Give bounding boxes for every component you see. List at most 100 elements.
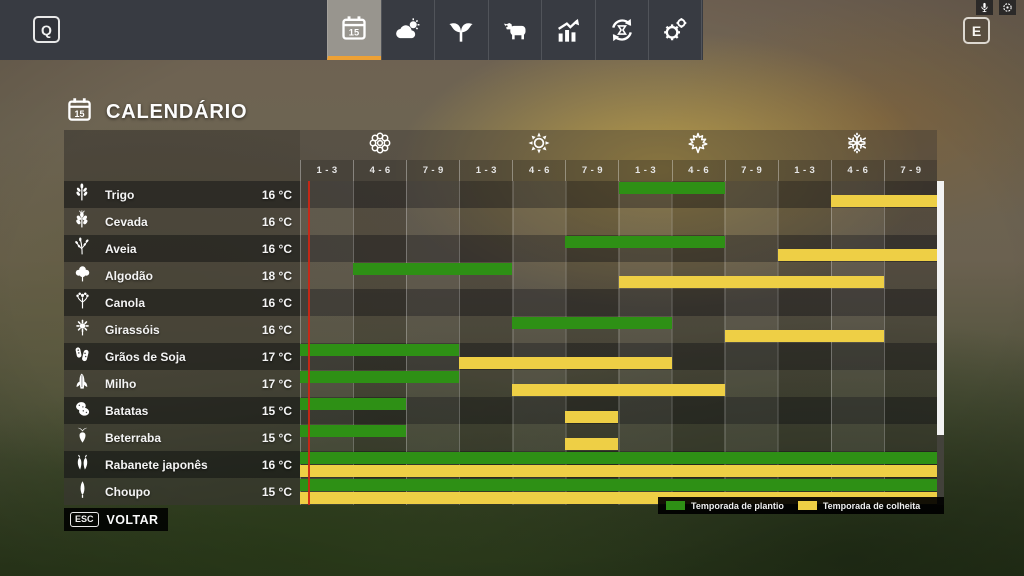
crop-name: Rabanete japonês xyxy=(105,457,208,472)
crop-temperature: 16 °C xyxy=(261,457,292,472)
harvest-season-bar xyxy=(565,438,619,450)
cotton-icon xyxy=(73,263,92,289)
crop-row-grãos-de-soja[interactable]: Grãos de Soja 17 °C xyxy=(64,343,944,370)
status-icons xyxy=(976,0,1016,15)
planting-season-bar xyxy=(618,182,725,194)
planting-season-bar xyxy=(353,263,513,275)
season-autumn xyxy=(619,130,778,160)
crop-name: Aveia xyxy=(105,241,137,256)
crop-period-track xyxy=(300,370,937,397)
scrollbar-thumb[interactable] xyxy=(937,181,944,435)
svg-text:15: 15 xyxy=(74,109,84,119)
crop-row-algodão[interactable]: Algodão 18 °C xyxy=(64,262,944,289)
back-button[interactable]: ESC VOLTAR xyxy=(64,508,169,531)
crop-name: Milho xyxy=(105,376,137,391)
period-label: 1 - 3 xyxy=(777,160,831,181)
crop-period-track xyxy=(300,343,937,370)
tab-animals[interactable] xyxy=(487,0,542,60)
planting-season-bar xyxy=(300,344,460,356)
crop-row-milho[interactable]: Milho 17 °C xyxy=(64,370,944,397)
period-label: 1 - 3 xyxy=(300,160,353,181)
crop-label: Choupo 15 °C xyxy=(64,478,300,505)
esc-key: ESC xyxy=(70,512,99,527)
svg-text:15: 15 xyxy=(349,28,359,38)
crop-label: Rabanete japonês 16 °C xyxy=(64,451,300,478)
crop-temperature: 16 °C xyxy=(261,187,292,202)
crop-row-rabanete-japonês[interactable]: Rabanete japonês 16 °C xyxy=(64,451,944,478)
crop-label: Trigo 16 °C xyxy=(64,181,300,208)
weather-icon xyxy=(394,16,422,44)
crop-period-track xyxy=(300,397,937,424)
hotkey-e[interactable]: E xyxy=(963,17,990,44)
period-label: 7 - 9 xyxy=(883,160,937,181)
crop-name: Cevada xyxy=(105,214,148,229)
corn-icon xyxy=(73,371,92,397)
crop-period-track xyxy=(300,262,937,289)
harvest-season-bar xyxy=(830,195,937,207)
tab-calendar[interactable]: 15 xyxy=(327,0,381,60)
tab-finances[interactable] xyxy=(541,0,595,60)
crop-row-canola[interactable]: Canola 16 °C xyxy=(64,289,944,316)
season-header xyxy=(300,130,937,160)
harvest-season-bar xyxy=(512,384,725,396)
crop-row-aveia[interactable]: Aveia 16 °C xyxy=(64,235,944,262)
crop-label: Aveia 16 °C xyxy=(64,235,300,262)
crop-period-track xyxy=(300,316,937,343)
crop-label: Algodão 18 °C xyxy=(64,262,300,289)
crop-label: Canola 16 °C xyxy=(64,289,300,316)
season-summer xyxy=(459,130,618,160)
crop-label: Girassóis 16 °C xyxy=(64,316,300,343)
crop-name: Trigo xyxy=(105,187,135,202)
period-label: 4 - 6 xyxy=(671,160,725,181)
crop-name: Beterraba xyxy=(105,430,162,445)
oat-icon xyxy=(73,236,92,262)
tab-weather[interactable] xyxy=(380,0,435,60)
planting-season-bar xyxy=(300,398,407,410)
crop-period-track xyxy=(300,289,937,316)
planting-season-bar xyxy=(300,371,460,383)
crop-label: Beterraba 15 °C xyxy=(64,424,300,451)
crop-row-cevada[interactable]: Cevada 16 °C xyxy=(64,208,944,235)
hotkey-q[interactable]: Q xyxy=(33,16,60,43)
crop-temperature: 16 °C xyxy=(261,322,292,337)
soybean-icon xyxy=(73,344,92,370)
scrollbar xyxy=(937,181,944,505)
period-label: 7 - 9 xyxy=(724,160,778,181)
harvest-legend-swatch xyxy=(797,501,817,510)
sunflower-icon xyxy=(73,317,92,343)
period-label: 7 - 9 xyxy=(565,160,618,181)
crop-label: Grãos de Soja 17 °C xyxy=(64,343,300,370)
planting-season-bar xyxy=(300,452,937,464)
finances-icon xyxy=(554,16,582,44)
crop-name: Girassóis xyxy=(105,322,160,337)
period-label: 1 - 3 xyxy=(459,160,512,181)
crop-row-batatas[interactable]: Batatas 15 °C xyxy=(64,397,944,424)
tab-production[interactable] xyxy=(594,0,649,60)
tab-sprout[interactable] xyxy=(434,0,488,60)
crop-row-beterraba[interactable]: Beterraba 15 °C xyxy=(64,424,944,451)
animals-icon xyxy=(501,16,529,44)
tab-settings[interactable] xyxy=(648,0,702,60)
page-header: 15 CALENDÁRIO xyxy=(66,96,247,128)
radish-icon xyxy=(73,452,92,478)
crop-temperature: 16 °C xyxy=(261,214,292,229)
harvest-season-bar xyxy=(618,276,884,288)
season-winter xyxy=(778,130,937,160)
crop-temperature: 18 °C xyxy=(261,268,292,283)
crop-temperature: 16 °C xyxy=(261,295,292,310)
period-label: 4 - 6 xyxy=(830,160,884,181)
crop-label: Batatas 15 °C xyxy=(64,397,300,424)
crop-rows: Trigo 16 °C Cevada 16 °C Aveia 16 °C Algodão 18… xyxy=(64,181,944,505)
crop-row-trigo[interactable]: Trigo 16 °C xyxy=(64,181,944,208)
harvest-season-bar xyxy=(459,357,672,369)
crop-row-girassóis[interactable]: Girassóis 16 °C xyxy=(64,316,944,343)
potato-icon xyxy=(73,398,92,424)
crop-period-track xyxy=(300,208,937,235)
poplar-icon xyxy=(73,479,92,505)
harvest-season-bar xyxy=(565,411,619,423)
microphone-icon xyxy=(976,0,993,15)
sprout-icon xyxy=(447,16,475,44)
page-title: CALENDÁRIO xyxy=(106,100,248,123)
